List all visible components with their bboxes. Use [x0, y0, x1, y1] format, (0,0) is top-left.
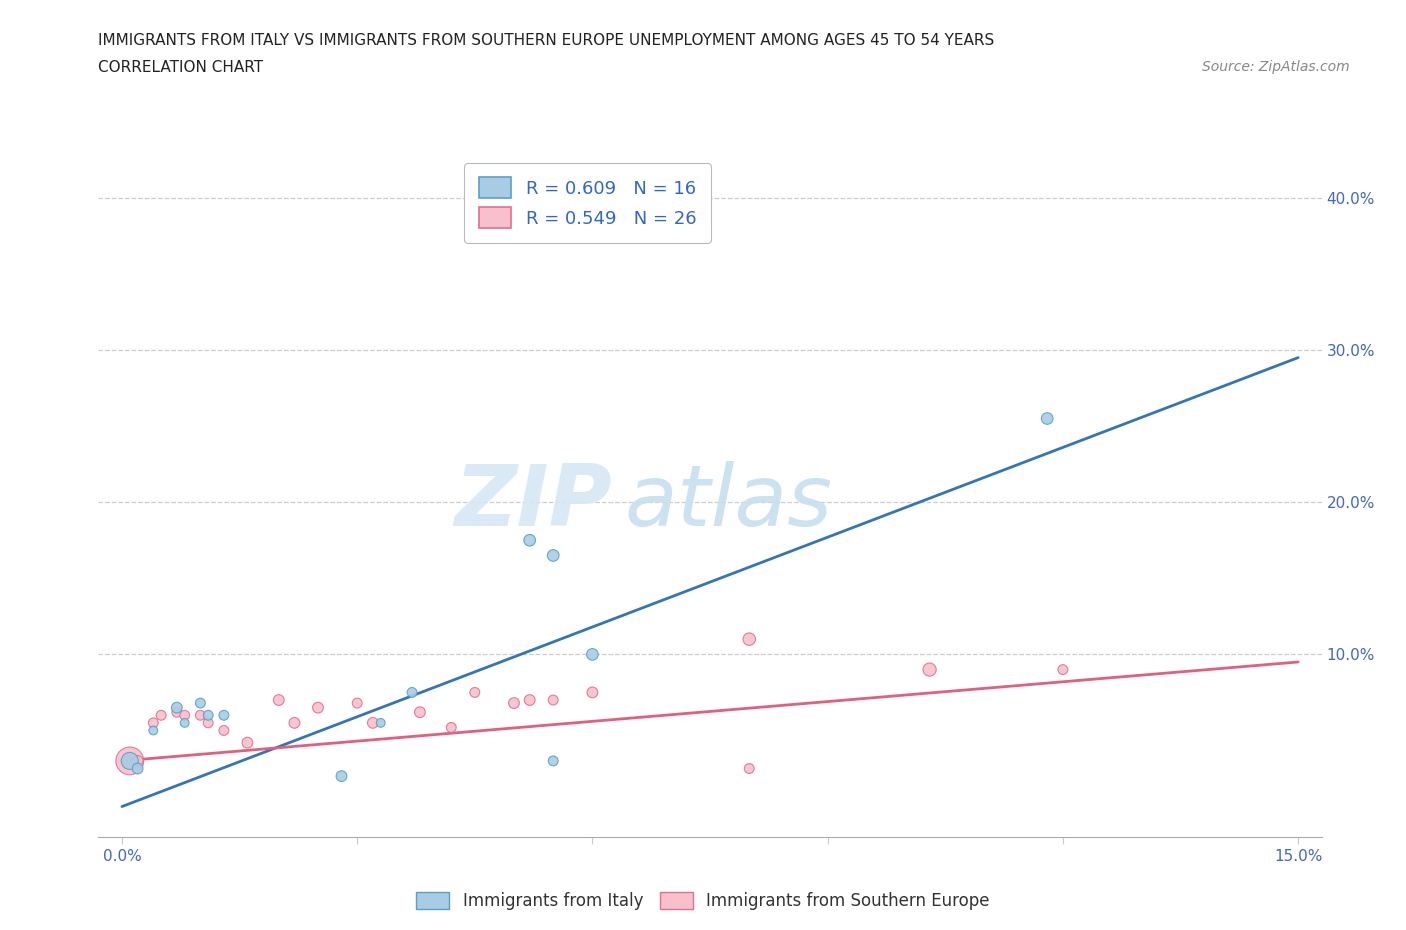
Point: [738, 761, 761, 776]
Point: [197, 715, 219, 730]
Point: [361, 715, 384, 730]
Text: atlas: atlas: [624, 460, 832, 544]
Point: [1036, 411, 1059, 426]
Text: Source: ZipAtlas.com: Source: ZipAtlas.com: [1202, 60, 1350, 74]
Point: [409, 705, 432, 720]
Point: [519, 693, 541, 708]
Point: [197, 708, 219, 723]
Point: [127, 761, 149, 776]
Legend: R = 0.609   N = 16, R = 0.549   N = 26: R = 0.609 N = 16, R = 0.549 N = 26: [464, 163, 711, 243]
Point: [166, 700, 188, 715]
Point: [118, 753, 141, 768]
Point: [541, 548, 564, 563]
Point: [918, 662, 941, 677]
Point: [519, 533, 541, 548]
Point: [173, 708, 195, 723]
Point: [150, 708, 173, 723]
Point: [188, 708, 212, 723]
Point: [581, 647, 603, 662]
Point: [346, 696, 368, 711]
Point: [541, 693, 564, 708]
Point: [212, 723, 235, 737]
Text: CORRELATION CHART: CORRELATION CHART: [98, 60, 263, 75]
Point: [440, 720, 463, 735]
Text: ZIP: ZIP: [454, 460, 612, 544]
Point: [464, 685, 486, 700]
Point: [401, 685, 423, 700]
Text: IMMIGRANTS FROM ITALY VS IMMIGRANTS FROM SOUTHERN EUROPE UNEMPLOYMENT AMONG AGES: IMMIGRANTS FROM ITALY VS IMMIGRANTS FROM…: [98, 33, 994, 47]
Point: [142, 723, 165, 737]
Point: [283, 715, 305, 730]
Point: [503, 696, 526, 711]
Point: [307, 700, 329, 715]
Point: [127, 753, 149, 768]
Point: [1052, 662, 1074, 677]
Point: [541, 753, 564, 768]
Point: [166, 705, 188, 720]
Point: [267, 693, 290, 708]
Point: [173, 715, 195, 730]
Point: [370, 715, 392, 730]
Legend: Immigrants from Italy, Immigrants from Southern Europe: Immigrants from Italy, Immigrants from S…: [409, 885, 997, 917]
Point: [188, 696, 212, 711]
Point: [212, 708, 235, 723]
Point: [330, 769, 353, 784]
Point: [738, 631, 761, 646]
Point: [118, 753, 141, 768]
Point: [142, 715, 165, 730]
Point: [581, 685, 603, 700]
Point: [236, 736, 259, 751]
